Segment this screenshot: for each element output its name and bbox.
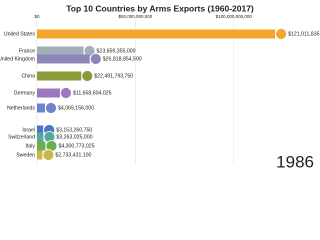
category-label: Israel	[22, 127, 35, 133]
bar	[37, 29, 276, 39]
x-tick-label: $100,000,000,000	[216, 14, 253, 19]
category-label: United States	[4, 31, 36, 37]
value-label: $4,065,156,000	[58, 105, 94, 111]
x-tick-label: $50,000,000,000	[119, 14, 153, 19]
bar	[37, 54, 90, 64]
value-label: $4,300,773,025	[58, 143, 94, 149]
flag-icon	[89, 53, 102, 65]
bar	[37, 71, 82, 81]
category-label: Sweden	[16, 152, 35, 158]
value-label: $3,153,260,750	[56, 127, 92, 133]
value-label: $26,818,854,500	[103, 56, 142, 62]
bar	[37, 132, 44, 142]
flag-icon	[45, 102, 57, 114]
category-label: France	[19, 48, 35, 54]
flag-icon	[275, 28, 288, 40]
bar	[37, 150, 43, 160]
value-label: $11,658,604,025	[73, 90, 112, 96]
value-label: $2,733,431,100	[55, 152, 91, 158]
x-tick-label: $0	[34, 14, 40, 19]
bar	[37, 46, 84, 56]
year-label: 1986	[276, 152, 314, 171]
value-label: $121,011,835,000	[288, 31, 320, 37]
flag-icon	[81, 70, 94, 82]
category-label: Netherlands	[7, 105, 35, 111]
category-label: United Kingdom	[0, 56, 35, 62]
bar	[37, 103, 46, 113]
bar	[37, 141, 46, 151]
value-label: $22,491,793,750	[94, 73, 133, 79]
category-label: China	[21, 73, 35, 79]
flag-icon	[60, 87, 72, 99]
value-label: $3,263,025,000	[56, 134, 92, 140]
category-label: Switzerland	[8, 134, 35, 140]
chart: Top 10 Countries by Arms Exports (1960-2…	[0, 3, 320, 171]
category-label: Italy	[25, 143, 35, 149]
category-label: Germany	[14, 90, 36, 96]
value-label: $23,659,355,000	[97, 48, 136, 54]
bar	[37, 88, 60, 98]
bar	[37, 125, 44, 135]
chart-title: Top 10 Countries by Arms Exports (1960-2…	[66, 3, 254, 13]
flag-icon	[42, 149, 55, 161]
